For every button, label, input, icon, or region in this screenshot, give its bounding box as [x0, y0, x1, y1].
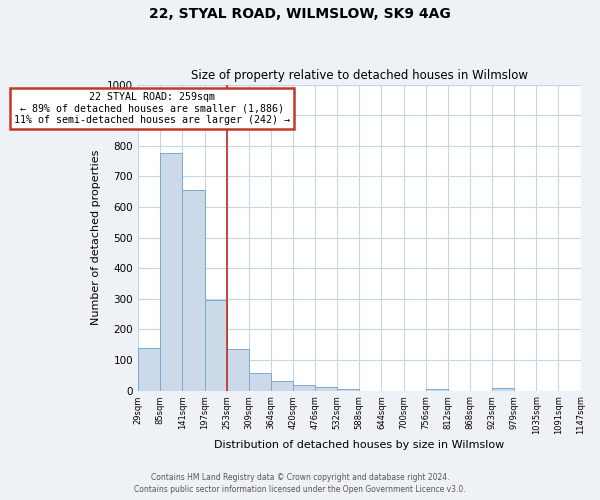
Bar [271, 381, 293, 390]
Text: 22 STYAL ROAD: 259sqm
← 89% of detached houses are smaller (1,886)
11% of semi-d: 22 STYAL ROAD: 259sqm ← 89% of detached … [14, 92, 290, 126]
X-axis label: Distribution of detached houses by size in Wilmslow: Distribution of detached houses by size … [214, 440, 505, 450]
Bar [337, 389, 359, 390]
Bar [227, 350, 249, 391]
Text: 22, STYAL ROAD, WILMSLOW, SK9 4AG: 22, STYAL ROAD, WILMSLOW, SK9 4AG [149, 8, 451, 22]
Bar [138, 348, 160, 391]
Bar [426, 389, 448, 390]
Bar [182, 190, 205, 390]
Bar [160, 154, 182, 390]
Bar [315, 387, 337, 390]
Bar [492, 388, 514, 390]
Y-axis label: Number of detached properties: Number of detached properties [91, 150, 101, 326]
Text: Contains HM Land Registry data © Crown copyright and database right 2024.
Contai: Contains HM Land Registry data © Crown c… [134, 472, 466, 494]
Bar [249, 373, 271, 390]
Bar [293, 385, 315, 390]
Bar [205, 300, 227, 390]
Title: Size of property relative to detached houses in Wilmslow: Size of property relative to detached ho… [191, 69, 528, 82]
